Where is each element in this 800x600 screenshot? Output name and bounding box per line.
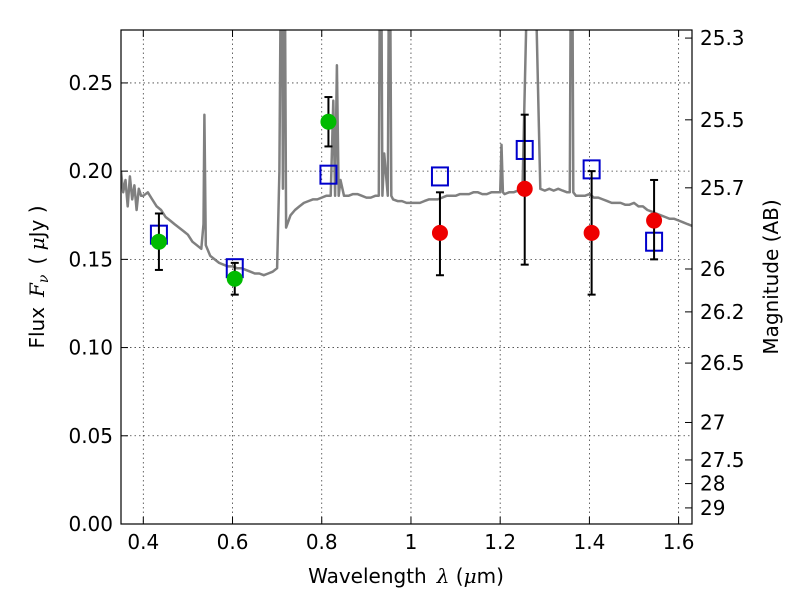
y2-tick-label: 25.7 (700, 176, 745, 200)
y-tick-label: 0.15 (68, 247, 113, 271)
x-tick-label: 0.8 (306, 530, 338, 554)
grid (121, 30, 692, 525)
photometry-point (583, 224, 600, 241)
data-area (121, 30, 692, 296)
photometry-point (226, 270, 243, 287)
photometry-point (516, 180, 533, 197)
photometry-point (320, 113, 337, 130)
photometry-point (431, 224, 448, 241)
y2-tick-label: 26.2 (700, 300, 745, 324)
y2-axis-title: Magnitude (AB) (759, 199, 783, 354)
y-tick-label: 0.25 (68, 71, 113, 95)
y-tick-label: 0.10 (68, 336, 113, 360)
axis-ticks (121, 30, 692, 525)
plot-frame (120, 29, 693, 525)
x-tick-label: 1 (405, 530, 418, 554)
x-axis-title: Wavelength λ (μm) (308, 564, 504, 588)
tick-labels: 0.4 0.6 0.8 1 1.2 1.4 1.6 0.00 0.05 0.10 0.15 0.20 0… (68, 26, 744, 554)
y-tick-label: 0.05 (68, 424, 113, 448)
y2-tick-label: 28 (700, 472, 725, 496)
model-photometry-square (430, 166, 449, 187)
spectrum-line (121, 30, 692, 277)
y2-tick-label: 29 (700, 496, 725, 520)
y2-tick-label: 25.3 (700, 26, 745, 50)
y-axis-title: FluxFν( μJy ) (25, 205, 52, 348)
x-tick-label: 1.6 (663, 530, 695, 554)
x-tick-label: 0.6 (217, 530, 249, 554)
y-tick-label: 0.20 (68, 159, 113, 183)
y2-tick-label: 27 (700, 410, 725, 434)
x-tick-label: 1.2 (484, 530, 516, 554)
model-photometry-square (319, 164, 338, 185)
x-tick-label: 0.4 (127, 530, 159, 554)
x-tick-label: 1.4 (573, 530, 605, 554)
y2-tick-label: 26.5 (700, 351, 745, 375)
y2-tick-label: 25.5 (700, 108, 745, 132)
y2-tick-label: 26 (700, 257, 725, 281)
y2-tick-label: 27.5 (700, 448, 745, 472)
photometry-point (646, 212, 663, 229)
photometry-point (150, 233, 167, 250)
y-tick-label: 0.00 (68, 512, 113, 536)
